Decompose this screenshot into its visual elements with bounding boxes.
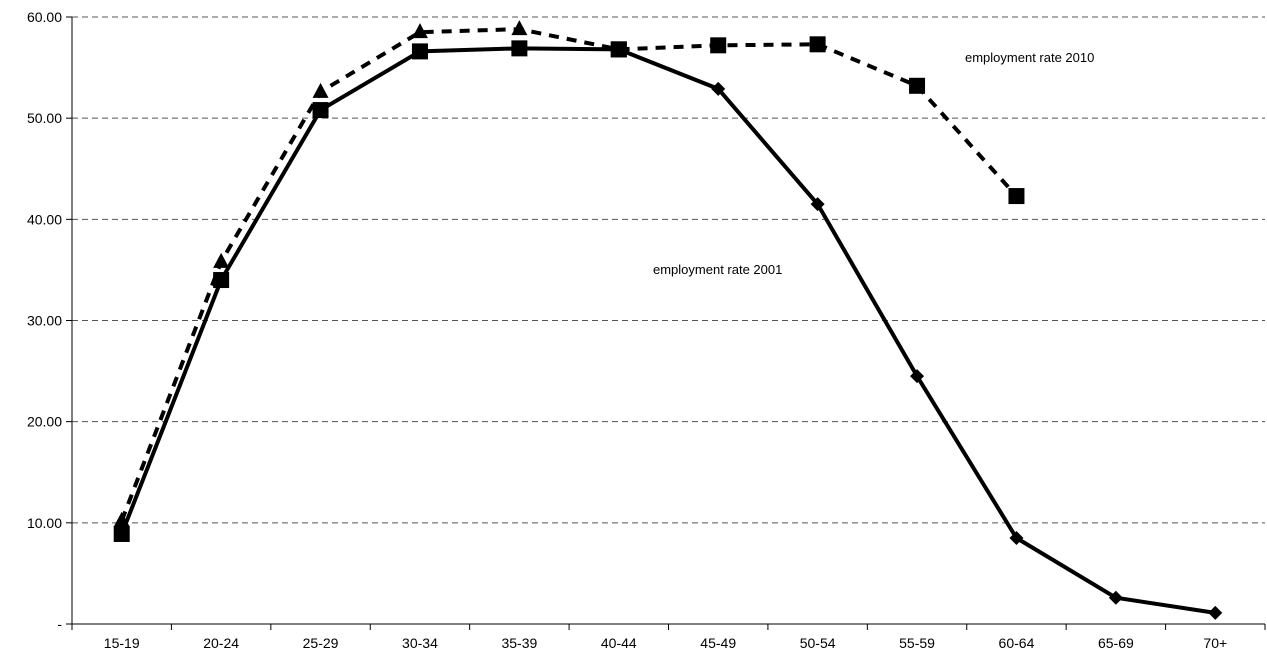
- marker-2001-square: [511, 40, 528, 57]
- x-tick-label: 70+: [1203, 635, 1227, 651]
- x-tick-label: 20-24: [203, 635, 239, 651]
- marker-2001-diamond: [1108, 590, 1123, 605]
- annotation-2010: employment rate 2010: [965, 50, 1094, 65]
- marker-2010-triangle: [511, 20, 528, 36]
- x-axis-ticks: 15-19 20-24 25-29 30-34 35-39 40-44 45-49 50-54…: [71, 624, 1266, 651]
- marker-2001-square: [312, 102, 329, 119]
- x-tick-label: 65-69: [1098, 635, 1134, 651]
- grid-lines: [72, 16, 1265, 524]
- x-tick-label: 35-39: [501, 635, 537, 651]
- series-line-2001: [119, 46, 1216, 615]
- series-lines: [119, 27, 1216, 615]
- y-tick-label: -: [57, 616, 62, 632]
- x-tick-label: 15-19: [104, 635, 140, 651]
- x-tick-label: 60-64: [999, 635, 1035, 651]
- marker-2001-square: [411, 43, 428, 60]
- marker-2010-triangle: [411, 23, 428, 39]
- series-line-2010: [119, 27, 1018, 522]
- marker-2010-square: [710, 37, 727, 54]
- y-tick-label: 50.00: [27, 110, 62, 126]
- x-tick-label: 50-54: [800, 635, 836, 651]
- marker-2010-triangle: [213, 252, 230, 268]
- marker-2010-square: [909, 77, 926, 94]
- marker-2001-square: [213, 272, 230, 289]
- marker-2010-square: [809, 36, 826, 53]
- x-tick-label: 55-59: [899, 635, 935, 651]
- marker-2001-diamond: [1208, 605, 1223, 620]
- x-tick-label: 25-29: [303, 635, 339, 651]
- x-tick-label: 30-34: [402, 635, 438, 651]
- annotation-2001: employment rate 2001: [653, 262, 782, 277]
- y-tick-label: 20.00: [27, 414, 62, 430]
- marker-2001-diamond: [711, 81, 726, 96]
- marker-2001-diamond: [910, 369, 925, 384]
- marker-2010-triangle: [113, 511, 130, 527]
- marker-2001-diamond: [810, 197, 825, 212]
- x-tick-label: 45-49: [700, 635, 736, 651]
- y-tick-label: 10.00: [27, 515, 62, 531]
- y-axis-ticks: - 10.00 20.00 30.00 40.00 50.00 60.00: [27, 9, 72, 632]
- marker-2010-triangle: [312, 82, 329, 98]
- y-tick-label: 30.00: [27, 313, 62, 329]
- series-markers: [113, 20, 1223, 620]
- y-tick-label: 60.00: [27, 9, 62, 25]
- marker-2010-square: [1008, 188, 1025, 205]
- marker-2001-diamond: [1009, 531, 1024, 546]
- marker-2001-square: [113, 525, 130, 542]
- x-tick-label: 40-44: [601, 635, 637, 651]
- y-tick-label: 40.00: [27, 211, 62, 227]
- marker-2001-square: [610, 41, 627, 58]
